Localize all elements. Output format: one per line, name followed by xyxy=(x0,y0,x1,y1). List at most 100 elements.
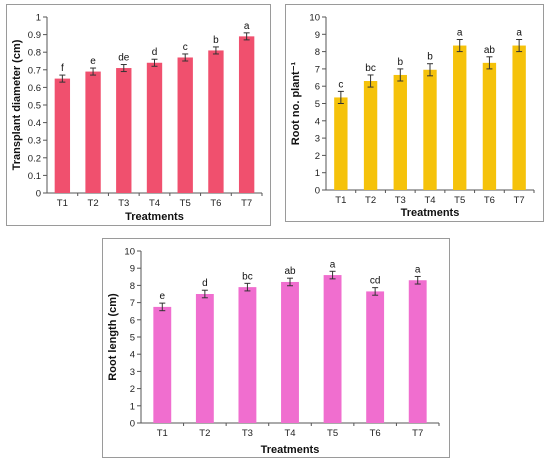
bar-t2 xyxy=(195,294,214,423)
y-tick-label: 1 xyxy=(315,168,320,179)
y-tick-label: 4 xyxy=(315,116,320,127)
x-axis-title: Treatments xyxy=(125,211,184,223)
transplant-diameter-plot: 0 0.1 0.2 0.3 0.4 0.5 0.6 0.7 0.8 0.9 1 f T1 e T2 de T3 d… xyxy=(11,13,263,223)
significance-letter-t6: cd xyxy=(370,276,381,287)
y-tick-label: 0.6 xyxy=(28,83,41,94)
x-axis-title: Treatments xyxy=(261,444,320,456)
y-axis-title: Root no. plant⁻¹ xyxy=(290,61,302,145)
bar-t6 xyxy=(482,62,497,190)
bar-t1 xyxy=(334,97,348,190)
bar-t5 xyxy=(177,57,193,194)
x-tick-label-t2: T2 xyxy=(365,195,376,206)
transplant-diameter-chart: 0 0.1 0.2 0.3 0.4 0.5 0.6 0.7 0.8 0.9 1 f T1 e T2 de T3 d… xyxy=(6,4,271,226)
y-tick-label: 4 xyxy=(130,350,135,361)
root-number-plot: 0 1 2 3 4 5 6 7 8 9 10 c T1 bc T2 b T3 b T4 a T5 ab T6 a T7 Treat… xyxy=(290,13,535,219)
significance-letter-t2: e xyxy=(90,56,96,67)
y-tick-label: 0.3 xyxy=(28,136,41,147)
bar-t7 xyxy=(408,280,427,423)
bar-t4 xyxy=(281,281,299,423)
root-length-chart: 0 1 2 3 4 5 6 7 8 9 10 e T1 d T2 bc T3 ab T4 a T5 cd T6 a T7 Trea… xyxy=(102,238,450,458)
bar-t7 xyxy=(238,36,255,193)
x-tick-label-t7: T7 xyxy=(241,198,252,209)
y-tick-label: 0.1 xyxy=(28,171,41,182)
bar-t6 xyxy=(208,50,224,193)
y-tick-label: 9 xyxy=(315,30,320,41)
bar-t3 xyxy=(116,68,132,193)
x-tick-label-t4: T4 xyxy=(424,195,435,206)
significance-letter-t1: e xyxy=(160,291,166,302)
x-tick-label-t2: T2 xyxy=(88,198,99,209)
significance-letter-t4: d xyxy=(152,47,158,58)
y-tick-label: 5 xyxy=(130,333,135,344)
significance-letter-t5: a xyxy=(330,259,336,270)
x-tick-label-t4: T4 xyxy=(149,198,160,209)
x-tick-label-t3: T3 xyxy=(118,198,129,209)
x-tick-label-t4: T4 xyxy=(284,428,295,439)
significance-letter-t4: b xyxy=(427,52,433,63)
y-tick-label: 1 xyxy=(36,13,41,24)
y-tick-label: 8 xyxy=(315,47,320,58)
x-tick-label-t7: T7 xyxy=(412,428,423,439)
y-tick-label: 2 xyxy=(130,384,135,395)
y-tick-label: 0 xyxy=(315,186,320,197)
y-tick-label: 10 xyxy=(309,13,320,24)
significance-letter-t6: b xyxy=(213,35,219,46)
y-tick-label: 0.9 xyxy=(28,30,41,41)
significance-letter-t1: f xyxy=(61,63,64,74)
bar-t3 xyxy=(393,74,407,190)
significance-letter-t5: a xyxy=(457,27,463,38)
y-tick-label: 0.7 xyxy=(28,65,41,76)
x-tick-label-t1: T1 xyxy=(157,428,168,439)
bar-t1 xyxy=(54,78,71,193)
y-tick-label: 7 xyxy=(130,298,135,309)
x-tick-label-t5: T5 xyxy=(180,198,191,209)
bar-t5 xyxy=(453,45,467,190)
x-tick-label-t3: T3 xyxy=(395,195,406,206)
y-axis-title: Transplant diameter (cm) xyxy=(11,39,23,170)
x-tick-label-t3: T3 xyxy=(242,428,253,439)
significance-letter-t7: a xyxy=(516,27,522,38)
y-tick-label: 9 xyxy=(130,264,135,275)
bar-t3 xyxy=(238,287,257,423)
significance-letter-t5: c xyxy=(183,42,188,53)
significance-letter-t3: de xyxy=(118,53,130,64)
y-tick-label: 8 xyxy=(130,281,135,292)
bar-t4 xyxy=(146,62,163,194)
bar-t4 xyxy=(423,69,437,190)
bar-t1 xyxy=(153,306,172,423)
significance-letter-t3: bc xyxy=(242,271,253,282)
bar-t2 xyxy=(85,71,101,193)
y-tick-label: 3 xyxy=(315,134,320,145)
y-tick-label: 0.2 xyxy=(28,153,41,164)
significance-letter-t6: ab xyxy=(484,45,496,56)
root-number-chart: 0 1 2 3 4 5 6 7 8 9 10 c T1 bc T2 b T3 b T4 a T5 ab T6 a T7 Treat… xyxy=(285,4,544,222)
x-tick-label-t6: T6 xyxy=(484,195,495,206)
significance-letter-t7: a xyxy=(415,264,421,275)
y-tick-label: 0.5 xyxy=(28,101,41,112)
significance-letter-t2: bc xyxy=(365,63,376,74)
y-axis-title: Root length (cm) xyxy=(107,293,119,381)
bar-t6 xyxy=(366,291,385,423)
significance-letter-t4: ab xyxy=(284,266,296,277)
y-tick-label: 7 xyxy=(315,64,320,75)
significance-letter-t7: a xyxy=(244,21,250,32)
y-tick-label: 0.8 xyxy=(28,48,41,59)
y-tick-label: 5 xyxy=(315,99,320,110)
x-axis-title: Treatments xyxy=(401,207,460,219)
significance-letter-t3: b xyxy=(398,57,404,68)
y-tick-label: 6 xyxy=(315,82,320,93)
y-tick-label: 0 xyxy=(36,189,41,200)
x-tick-label-t1: T1 xyxy=(335,195,346,206)
x-tick-label-t1: T1 xyxy=(57,198,68,209)
x-tick-label-t6: T6 xyxy=(210,198,221,209)
bar-t7 xyxy=(512,45,526,190)
root-length-plot: 0 1 2 3 4 5 6 7 8 9 10 e T1 d T2 bc T3 ab T4 a T5 cd T6 a T7 Trea… xyxy=(107,247,440,456)
x-tick-label-t2: T2 xyxy=(199,428,210,439)
y-tick-label: 0.4 xyxy=(28,118,41,129)
significance-letter-t2: d xyxy=(202,278,208,289)
y-tick-label: 0 xyxy=(130,419,135,430)
x-tick-label-t6: T6 xyxy=(370,428,381,439)
y-tick-label: 1 xyxy=(130,401,135,412)
y-tick-label: 3 xyxy=(130,367,135,378)
y-tick-label: 2 xyxy=(315,151,320,162)
